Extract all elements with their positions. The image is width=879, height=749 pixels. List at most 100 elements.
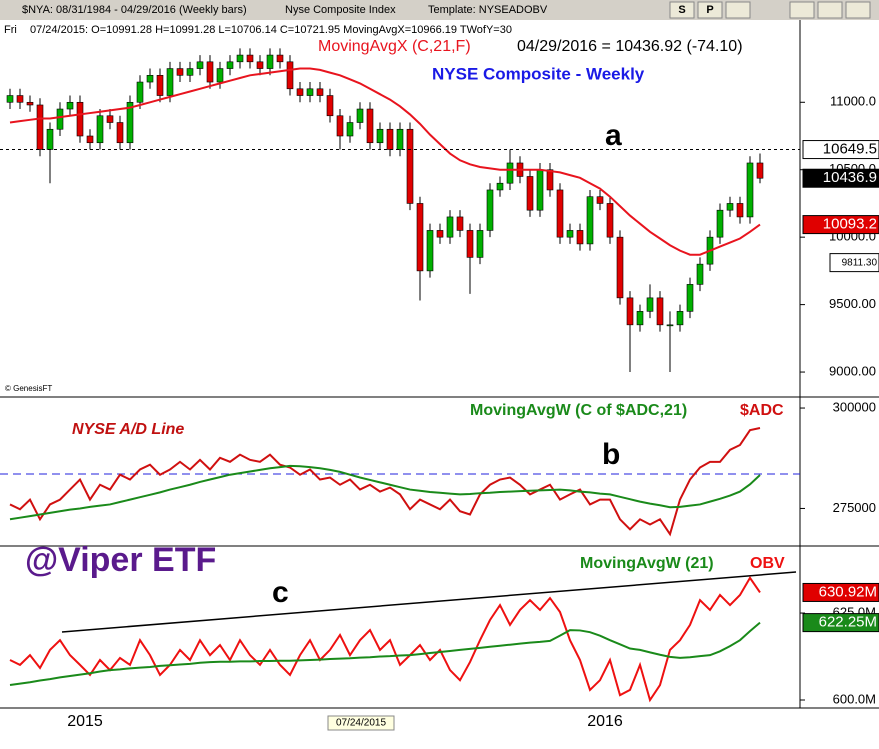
candle-body bbox=[536, 169, 544, 211]
price-marker-label: 622.25M bbox=[819, 614, 877, 631]
candle-body bbox=[346, 122, 354, 137]
y-tick-label: 300000 bbox=[833, 399, 876, 414]
candle-body bbox=[416, 203, 424, 272]
annotation: c bbox=[272, 576, 289, 609]
candle-body bbox=[116, 122, 124, 144]
button[interactable] bbox=[845, 1, 871, 19]
subtitle: 04/29/2016 = 10436.92 (-74.10) bbox=[517, 38, 743, 55]
watermark: @Viper ETF bbox=[25, 541, 216, 579]
candle-body bbox=[46, 128, 54, 150]
candle-body bbox=[276, 54, 284, 63]
button-label[interactable]: S bbox=[678, 4, 685, 16]
button[interactable] bbox=[817, 1, 843, 19]
panel-title: NYSE A/D Line bbox=[72, 421, 184, 438]
symbol: $NYA: 08/31/1984 - 04/29/2016 (Weekly ba… bbox=[22, 4, 247, 16]
candle-body bbox=[596, 196, 604, 204]
candle-body bbox=[196, 61, 204, 69]
candle-body bbox=[176, 68, 184, 76]
candle-body bbox=[486, 189, 494, 231]
candle-body bbox=[106, 115, 114, 123]
legend-entry: MovingAvgW (21) bbox=[580, 555, 714, 572]
annotation: a bbox=[605, 119, 622, 152]
credit: © GenesisFT bbox=[5, 384, 52, 393]
button[interactable] bbox=[789, 1, 815, 19]
candle-body bbox=[336, 115, 344, 137]
moving-average-line bbox=[9, 67, 761, 256]
candle-body bbox=[6, 95, 14, 103]
y-tick-label: 600.0M bbox=[833, 691, 876, 706]
candle-body bbox=[456, 216, 464, 231]
series-line bbox=[9, 427, 761, 537]
candle-body bbox=[36, 104, 44, 150]
y-tick-label: 9000.00 bbox=[829, 363, 876, 378]
candle-body bbox=[616, 236, 624, 299]
y-tick-label: 9500.00 bbox=[829, 296, 876, 311]
cursor-date-box bbox=[327, 715, 395, 731]
button-label[interactable]: P bbox=[706, 4, 713, 16]
candle-body bbox=[686, 284, 694, 312]
candle-body bbox=[56, 108, 64, 130]
price-marker bbox=[802, 613, 879, 633]
annotation: b bbox=[602, 438, 620, 471]
candle-body bbox=[226, 61, 234, 69]
candle-body bbox=[436, 230, 444, 238]
button[interactable] bbox=[725, 1, 751, 19]
candle-body bbox=[556, 189, 564, 238]
cursor-day: Fri bbox=[4, 24, 17, 36]
index-name: Nyse Composite Index bbox=[285, 4, 396, 16]
candle-body bbox=[666, 324, 674, 327]
button[interactable] bbox=[697, 1, 723, 19]
candle-body bbox=[466, 230, 474, 258]
candle-body bbox=[16, 95, 24, 103]
candle-body bbox=[156, 75, 164, 96]
candle-body bbox=[676, 311, 684, 326]
candle-body bbox=[446, 216, 454, 238]
candle-body bbox=[216, 68, 224, 83]
price-marker-label: 10093.2 bbox=[823, 216, 877, 233]
candle-body bbox=[376, 128, 384, 144]
candle-body bbox=[246, 54, 254, 63]
price-marker bbox=[802, 140, 879, 160]
candle-body bbox=[186, 68, 194, 76]
series-line bbox=[9, 621, 761, 687]
price-marker-label: 9811.30 bbox=[842, 257, 878, 268]
trend-line bbox=[61, 571, 797, 633]
button[interactable] bbox=[669, 1, 695, 19]
candle-body bbox=[316, 88, 324, 96]
candle-body bbox=[726, 203, 734, 211]
candle-body bbox=[136, 81, 144, 103]
legend-entry: OBV bbox=[750, 555, 785, 572]
candle-body bbox=[736, 203, 744, 218]
price-marker bbox=[802, 168, 879, 188]
price-marker-label: 10649.5 bbox=[823, 141, 877, 158]
candle-body bbox=[526, 176, 534, 211]
candle-body bbox=[66, 101, 74, 110]
cursor-info: 07/24/2015: O=10991.28 H=10991.28 L=1070… bbox=[30, 24, 512, 36]
x-tick-label: 2016 bbox=[587, 713, 623, 730]
chart-title: NYSE Composite - Weekly bbox=[432, 64, 645, 83]
candle-body bbox=[366, 108, 374, 144]
candle-body bbox=[76, 101, 84, 137]
candle-body bbox=[26, 101, 34, 106]
toolbar bbox=[0, 0, 879, 20]
candle-body bbox=[326, 95, 334, 117]
price-marker bbox=[802, 215, 879, 235]
price-marker bbox=[802, 582, 879, 602]
price-marker-label: 630.92M bbox=[819, 583, 877, 600]
candle-body bbox=[166, 68, 174, 96]
price-marker-label: 10436.9 bbox=[823, 169, 877, 186]
candle-body bbox=[396, 128, 404, 150]
x-tick-label: 2015 bbox=[67, 713, 103, 730]
candle-body bbox=[506, 162, 514, 184]
candle-body bbox=[306, 88, 314, 96]
candle-body bbox=[586, 196, 594, 245]
cursor-date: 07/24/2015 bbox=[336, 718, 386, 729]
candle-body bbox=[256, 61, 264, 69]
series-line bbox=[9, 464, 761, 521]
candle-body bbox=[286, 61, 294, 90]
candle-body bbox=[96, 115, 104, 144]
candle-body bbox=[646, 297, 654, 312]
price-marker bbox=[829, 253, 879, 273]
candle-body bbox=[146, 75, 154, 83]
